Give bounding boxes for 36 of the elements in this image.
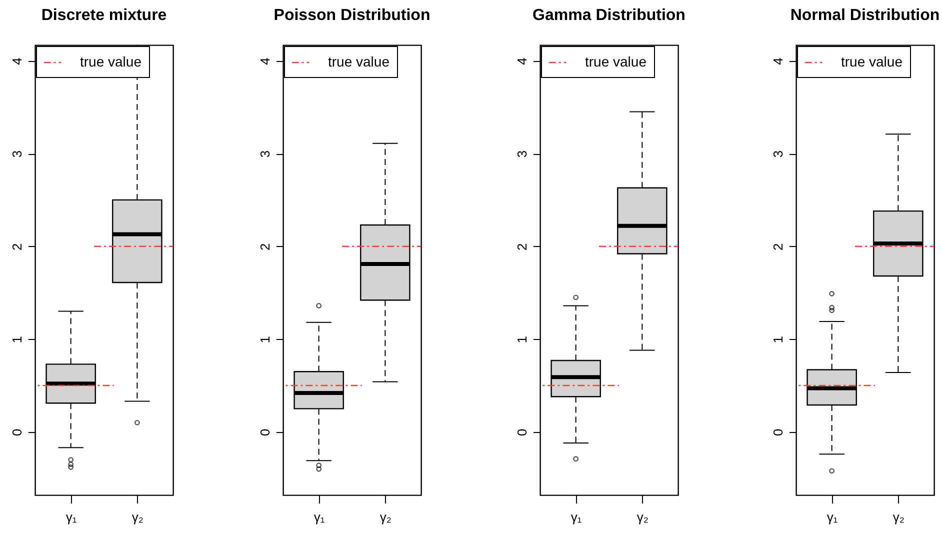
- y-tick-label: 1: [258, 336, 272, 344]
- x-tick-label: γ₂: [636, 510, 648, 524]
- y-tick-label: 2: [514, 243, 530, 250]
- y-tick-label: 0: [10, 428, 24, 436]
- y-tick-label: 2: [770, 243, 786, 250]
- chart-title: Discrete mixture: [41, 7, 167, 24]
- y-tick-label: 1: [514, 336, 530, 344]
- y-tick-label: 4: [10, 58, 24, 65]
- x-tick-label: γ₁: [314, 510, 326, 524]
- y-tick-label: 2: [258, 243, 272, 250]
- y-tick-label: 0: [258, 428, 272, 436]
- y-tick-label: 3: [258, 150, 272, 158]
- y-tick-label: 4: [258, 58, 272, 65]
- chart-title: Normal Distribution: [790, 7, 940, 24]
- chart-title: Poisson Distribution: [274, 7, 430, 24]
- y-tick-label: 3: [10, 150, 24, 158]
- y-tick-label: 1: [10, 336, 24, 344]
- x-tick-label: γ₂: [892, 510, 904, 524]
- legend-label: true value: [841, 54, 903, 70]
- chart-title: Gamma Distribution: [532, 7, 686, 24]
- y-tick-label: 1: [770, 336, 786, 344]
- x-tick-label: γ₁: [66, 510, 78, 524]
- legend-label: true value: [585, 54, 647, 70]
- y-tick-label: 0: [770, 428, 786, 436]
- y-tick-label: 3: [514, 150, 530, 158]
- legend-label: true value: [80, 54, 142, 70]
- legend-label: true value: [328, 54, 390, 70]
- y-tick-label: 0: [514, 428, 530, 436]
- x-tick-label: γ₂: [132, 510, 144, 524]
- x-tick-label: γ₁: [570, 510, 582, 524]
- y-tick-label: 4: [770, 58, 786, 65]
- x-tick-label: γ₂: [380, 510, 392, 524]
- y-tick-label: 4: [514, 58, 530, 65]
- y-tick-label: 3: [770, 150, 786, 158]
- x-tick-label: γ₁: [826, 510, 838, 524]
- y-tick-label: 2: [10, 243, 24, 250]
